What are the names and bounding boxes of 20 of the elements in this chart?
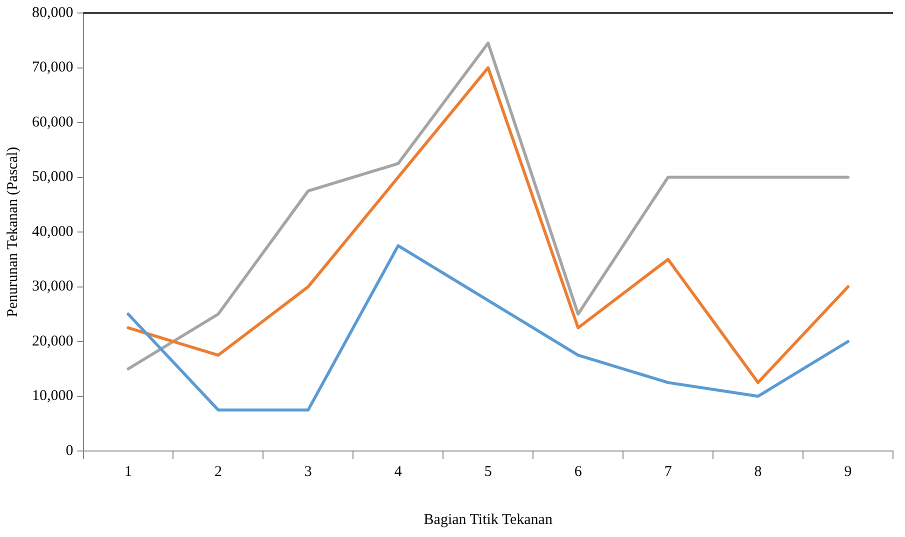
y-tick-label: 50,000 [32,169,74,186]
y-tick-label: 10,000 [32,388,74,404]
y-tick-label: 20,000 [32,333,74,350]
x-tick-label: 3 [304,464,312,480]
y-tick-label: 40,000 [32,224,74,240]
y-tick-label: 70,000 [32,60,74,76]
y-tick-label: 60,000 [32,114,74,130]
y-tick-label: 0 [66,442,74,459]
x-tick-label: 1 [124,464,132,480]
x-tick-label: 7 [664,464,672,480]
x-tick-label: 2 [214,464,222,480]
x-tick-label: 5 [484,464,492,480]
y-tick-label: 80,000 [32,4,74,21]
x-tick-label: 6 [574,464,582,480]
y-axis-title: Penurunan Tekanan (Pascal) [4,146,21,318]
x-tick-label: 4 [394,464,402,480]
x-tick-label: 8 [754,464,762,480]
x-axis-title: Bagian Titik Tekanan [424,512,553,528]
x-tick-label: 9 [844,464,852,480]
y-tick-label: 30,000 [32,278,74,295]
